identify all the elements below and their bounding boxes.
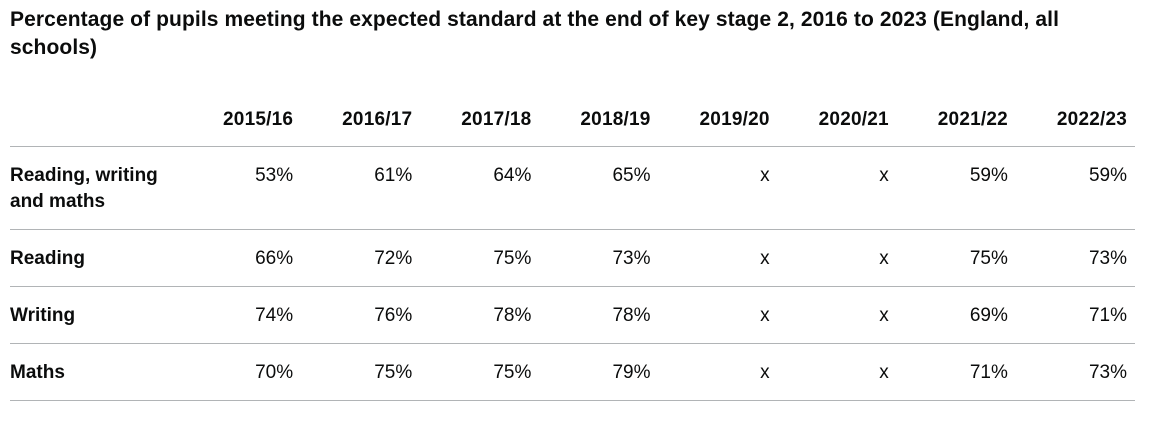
table-cell: 78% [539, 286, 659, 344]
row-label: Writing [10, 286, 182, 344]
table-cell: 59% [896, 146, 1016, 230]
table-row-reading: Reading 66% 72% 75% 73% x x 75% 73% [10, 229, 1135, 287]
table-cell: 72% [301, 229, 421, 287]
table-cell: 73% [539, 229, 659, 287]
table-row-maths: Maths 70% 75% 75% 79% x x 71% 73% [10, 343, 1135, 401]
table-cell: 69% [896, 286, 1016, 344]
table-title: Percentage of pupils meeting the expecte… [10, 8, 1060, 59]
column-header-2020-21: 2020/21 [777, 83, 897, 147]
table-cell: x [658, 146, 778, 230]
column-header-2016-17: 2016/17 [301, 83, 421, 147]
table-cell: 78% [420, 286, 540, 344]
column-header-2021-22: 2021/22 [896, 83, 1016, 147]
column-header-2019-20: 2019/20 [658, 83, 778, 147]
column-header-2017-18: 2017/18 [420, 83, 540, 147]
table-cell: 71% [1015, 286, 1135, 344]
table-cell: 73% [1015, 343, 1135, 401]
table-cell: 64% [420, 146, 540, 230]
table-cell: 65% [539, 146, 659, 230]
table-cell: 70% [182, 343, 302, 401]
table-cell: 75% [301, 343, 421, 401]
table-cell: 76% [301, 286, 421, 344]
table-cell: 74% [182, 286, 302, 344]
table-cell: 71% [896, 343, 1016, 401]
table-cell: 53% [182, 146, 302, 230]
table-cell: x [777, 343, 897, 401]
table-cell: 59% [1015, 146, 1135, 230]
table-cell: 79% [539, 343, 659, 401]
ks2-expected-standard-table: 2015/16 2016/17 2017/18 2018/19 2019/20 … [10, 83, 1135, 401]
table-cell: x [658, 343, 778, 401]
row-label-header [10, 83, 182, 147]
table-cell: x [658, 229, 778, 287]
table-cell: 66% [182, 229, 302, 287]
column-header-2018-19: 2018/19 [539, 83, 659, 147]
table-cell: 73% [1015, 229, 1135, 287]
table-cell: x [658, 286, 778, 344]
row-label: Reading [10, 229, 182, 287]
table-row-writing: Writing 74% 76% 78% 78% x x 69% 71% [10, 286, 1135, 344]
table-cell: 75% [896, 229, 1016, 287]
column-header-2022-23: 2022/23 [1015, 83, 1135, 147]
column-header-2015-16: 2015/16 [182, 83, 302, 147]
row-label: Maths [10, 343, 182, 401]
header-row: 2015/16 2016/17 2017/18 2018/19 2019/20 … [10, 83, 1135, 147]
table-cell: 75% [420, 229, 540, 287]
page: Percentage of pupils meeting the expecte… [10, 8, 1135, 401]
table-cell: x [777, 146, 897, 230]
row-label: Reading, writing and maths [10, 146, 182, 230]
table-cell: x [777, 229, 897, 287]
table-cell: 75% [420, 343, 540, 401]
table-cell: 61% [301, 146, 421, 230]
table-cell: x [777, 286, 897, 344]
table-row-reading-writing-maths: Reading, writing and maths 53% 61% 64% 6… [10, 146, 1135, 230]
